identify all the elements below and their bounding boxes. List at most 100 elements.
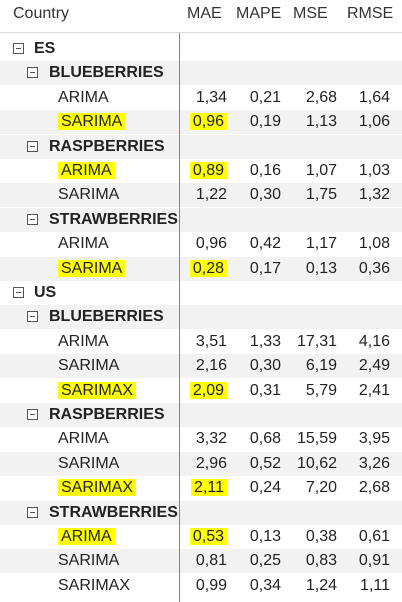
model-name: SARIMA — [58, 357, 120, 375]
collapse-toggle-icon[interactable] — [27, 140, 38, 152]
rmse-value: 1,06 — [340, 110, 390, 134]
metric-text: 0,83 — [305, 552, 337, 570]
model-label: ARIMA — [58, 330, 109, 354]
product-group-row: RASPBERRIES — [0, 134, 402, 159]
model-row: SARIMA 1,22 0,30 1,75 1,32 — [0, 183, 402, 208]
header-country[interactable]: Country — [13, 5, 70, 22]
mse-value: 2,68 — [287, 86, 337, 110]
mape-value: 0,30 — [231, 183, 281, 207]
product-label: RASPBERRIES — [49, 137, 165, 155]
metric-text: 1,06 — [358, 113, 390, 131]
metric-text: 1,32 — [358, 186, 390, 204]
collapse-toggle-icon[interactable] — [27, 506, 38, 518]
mse-value: 1,13 — [287, 110, 337, 134]
mae-value: 1,34 — [177, 86, 227, 110]
collapse-toggle-icon[interactable] — [27, 67, 38, 79]
model-label: ARIMA — [58, 427, 109, 451]
metric-text: 0,25 — [249, 552, 281, 570]
metric-text: 0,13 — [249, 528, 281, 545]
model-row: SARIMA 2,96 0,52 10,62 3,26 — [0, 451, 402, 476]
metric-text: 1,24 — [305, 576, 337, 594]
mape-value: 0,31 — [231, 379, 281, 403]
metric-text: 0,28 — [189, 259, 227, 277]
metric-text: 5,79 — [305, 381, 337, 399]
model-name: SARIMA — [58, 454, 120, 472]
mape-value: 0,34 — [231, 574, 281, 598]
rmse-value: 0,61 — [340, 525, 390, 549]
model-row: SARIMA 0,96 0,19 1,13 1,06 — [0, 110, 402, 135]
rmse-value: 1,03 — [340, 159, 390, 183]
collapse-toggle-icon[interactable] — [27, 213, 38, 225]
model-label: ARIMA — [58, 159, 115, 183]
mae-value: 3,51 — [177, 330, 227, 354]
metric-text: 3,32 — [195, 430, 227, 448]
metric-text: 1,75 — [305, 186, 337, 204]
metric-text: 0,61 — [358, 528, 390, 545]
metric-text: 4,16 — [358, 332, 390, 350]
model-label: ARIMA — [58, 232, 109, 256]
header-mae[interactable]: MAE — [187, 5, 222, 22]
metric-text: 3,51 — [195, 332, 227, 350]
rmse-value: 1,08 — [340, 232, 390, 256]
metric-text: 3,95 — [358, 430, 390, 448]
metric-text: 0,89 — [189, 162, 227, 179]
mae-value: 0,28 — [177, 257, 227, 281]
model-name: ARIMA — [58, 88, 109, 106]
mae-value: 2,16 — [177, 354, 227, 378]
mae-value: 0,96 — [177, 232, 227, 256]
country-label: ES — [34, 40, 56, 57]
collapse-toggle-icon[interactable] — [27, 409, 38, 420]
metric-text: 0,31 — [249, 381, 281, 399]
header-rmse[interactable]: RMSE — [347, 5, 394, 22]
model-name: SARIMA — [58, 113, 126, 131]
mae-value: 2,96 — [177, 452, 227, 476]
mse-value: 0,83 — [287, 549, 337, 573]
metric-text: 0,81 — [195, 552, 227, 570]
collapse-toggle-icon[interactable] — [13, 287, 24, 298]
metric-text: 0,16 — [249, 162, 281, 179]
metric-text: 1,22 — [195, 186, 227, 204]
header-mse[interactable]: MSE — [293, 5, 328, 22]
rmse-value: 1,11 — [340, 574, 390, 598]
product-group-row: STRAWBERRIES — [0, 207, 402, 232]
mape-value: 1,33 — [231, 330, 281, 354]
mse-value: 1,17 — [287, 232, 337, 256]
mae-value: 1,22 — [177, 183, 227, 207]
mse-value: 10,62 — [287, 452, 337, 476]
metric-text: 0,68 — [249, 430, 281, 448]
collapse-toggle-icon[interactable] — [13, 43, 24, 54]
model-row: ARIMA 3,32 0,68 15,59 3,95 — [0, 427, 402, 451]
mae-value: 0,53 — [177, 525, 227, 549]
mse-value: 15,59 — [287, 427, 337, 451]
metric-text: 0,17 — [249, 259, 281, 277]
metric-text: 0,21 — [249, 88, 281, 106]
mae-value: 0,99 — [177, 574, 227, 598]
model-name: ARIMA — [58, 430, 109, 448]
model-label: SARIMAX — [58, 476, 137, 500]
metric-text: 2,68 — [358, 479, 390, 497]
header-mape[interactable]: MAPE — [236, 5, 282, 22]
model-name: SARIMA — [58, 552, 120, 570]
column-divider — [179, 33, 180, 602]
model-row: SARIMAX 0,99 0,34 1,24 1,11 — [0, 574, 402, 598]
model-row: ARIMA 1,34 0,21 2,68 1,64 — [0, 86, 402, 110]
model-label: SARIMAX — [58, 574, 130, 598]
model-name: SARIMA — [58, 186, 120, 204]
collapse-toggle-icon[interactable] — [27, 311, 38, 323]
metric-text: 2,68 — [305, 88, 337, 106]
rmse-value: 2,49 — [340, 354, 390, 378]
model-name: ARIMA — [58, 235, 109, 253]
model-label: SARIMA — [58, 452, 119, 476]
model-row: ARIMA 0,53 0,13 0,38 0,61 — [0, 525, 402, 549]
metric-text: 6,19 — [305, 357, 337, 375]
mse-value: 0,13 — [287, 257, 337, 281]
mse-value: 5,79 — [287, 379, 337, 403]
mse-value: 17,31 — [287, 330, 337, 354]
model-label: SARIMA — [58, 549, 119, 573]
product-group-row: BLUEBERRIES — [0, 61, 402, 86]
mape-value: 0,16 — [231, 159, 281, 183]
metric-text: 2,49 — [358, 357, 390, 375]
rmse-value: 4,16 — [340, 330, 390, 354]
metric-text: 0,91 — [358, 552, 390, 570]
rmse-value: 0,91 — [340, 549, 390, 573]
